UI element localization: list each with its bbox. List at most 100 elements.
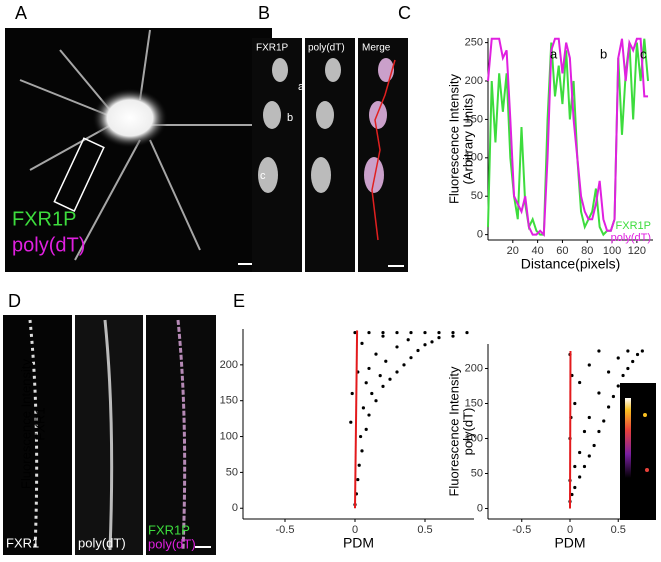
annotation: c xyxy=(640,46,647,61)
point xyxy=(430,340,433,343)
marker: c xyxy=(260,170,266,182)
point xyxy=(370,392,373,395)
point xyxy=(437,331,440,334)
x-axis-label: PDM xyxy=(554,535,585,551)
panel-label: A xyxy=(15,3,27,23)
point xyxy=(612,395,615,398)
point xyxy=(395,370,398,373)
x-tick-label: 0.5 xyxy=(611,524,626,536)
marker: b xyxy=(287,112,293,124)
x-axis-label: PDM xyxy=(343,535,374,551)
point xyxy=(379,374,382,377)
point xyxy=(423,331,426,334)
marker: a xyxy=(298,81,305,93)
point xyxy=(381,385,384,388)
point xyxy=(349,421,352,424)
legend-label: FXR1P xyxy=(12,208,76,230)
y-tick-label: 200 xyxy=(465,362,483,374)
point xyxy=(636,353,639,356)
y-axis-label: Fluorescence Intensity xyxy=(446,73,461,204)
point xyxy=(607,405,610,408)
point xyxy=(597,430,600,433)
point xyxy=(578,381,581,384)
annotation: b xyxy=(600,46,607,61)
annotation: a xyxy=(550,46,558,61)
y-tick-label: 50 xyxy=(471,190,483,202)
point xyxy=(388,378,391,381)
x-tick-label: -0.5 xyxy=(512,524,531,536)
y-axis-label: (Arbitrary Units) xyxy=(460,93,475,184)
point xyxy=(374,399,377,402)
fit-line xyxy=(355,330,357,508)
x-tick-label: -0.5 xyxy=(276,524,295,536)
point xyxy=(602,419,605,422)
y-tick-label: 150 xyxy=(465,397,483,409)
x-axis-label: Distance(pixels) xyxy=(521,256,621,272)
panel-label: E xyxy=(233,291,245,311)
point xyxy=(631,360,634,363)
point xyxy=(356,478,359,481)
scale-bar xyxy=(388,265,404,267)
column-label: poly(dT) xyxy=(308,43,345,54)
point xyxy=(395,331,398,334)
point xyxy=(597,349,600,352)
point xyxy=(578,475,581,478)
point xyxy=(641,349,644,352)
point xyxy=(367,367,370,370)
point xyxy=(617,384,620,387)
point xyxy=(583,430,586,433)
x-tick-label: 0.5 xyxy=(417,524,432,536)
point xyxy=(374,352,377,355)
point xyxy=(365,428,368,431)
point xyxy=(407,338,410,341)
point xyxy=(578,451,581,454)
y-tick-label: 150 xyxy=(220,395,238,407)
y-tick-label: 250 xyxy=(465,37,483,49)
point xyxy=(367,331,370,334)
point xyxy=(395,345,398,348)
x-tick-label: 120 xyxy=(628,245,646,257)
y-axis-label: poly(dT) xyxy=(460,408,475,456)
caption: poly(dT) xyxy=(78,535,126,550)
point xyxy=(597,391,600,394)
legend-label: poly(dT) xyxy=(12,234,85,256)
point xyxy=(360,342,363,345)
y-tick-label: 50 xyxy=(226,466,238,478)
point xyxy=(362,406,365,409)
point xyxy=(409,331,412,334)
legend-label: FXR1P xyxy=(148,522,190,537)
panel-label: B xyxy=(258,3,270,23)
point xyxy=(583,465,586,468)
point xyxy=(573,465,576,468)
y-tick-label: 100 xyxy=(220,430,238,442)
y-tick-label: 200 xyxy=(465,75,483,87)
column-label: Merge xyxy=(362,43,391,54)
y-tick-label: 0 xyxy=(477,229,483,241)
inset-spot xyxy=(643,413,647,417)
y-axis-label: Fluorescence Intensity xyxy=(446,366,461,497)
point xyxy=(588,416,591,419)
legend-label: poly(dT) xyxy=(148,536,196,551)
point xyxy=(381,335,384,338)
point xyxy=(607,370,610,373)
point xyxy=(451,335,454,338)
point xyxy=(359,435,362,438)
point xyxy=(384,360,387,363)
panel-label: C xyxy=(398,3,411,23)
point xyxy=(621,374,624,377)
y-tick-label: 50 xyxy=(471,467,483,479)
point xyxy=(588,363,591,366)
point xyxy=(465,331,468,334)
y-axis-label: Fluorescence Intensity xyxy=(18,358,33,489)
point xyxy=(451,331,454,334)
point xyxy=(626,367,629,370)
point xyxy=(358,464,361,467)
point xyxy=(360,449,363,452)
point xyxy=(423,343,426,346)
point xyxy=(416,349,419,352)
panel-label: D xyxy=(8,291,21,311)
colorbar xyxy=(625,398,631,478)
inset-spot xyxy=(645,468,649,472)
point xyxy=(437,336,440,339)
y-tick-label: 200 xyxy=(220,359,238,371)
